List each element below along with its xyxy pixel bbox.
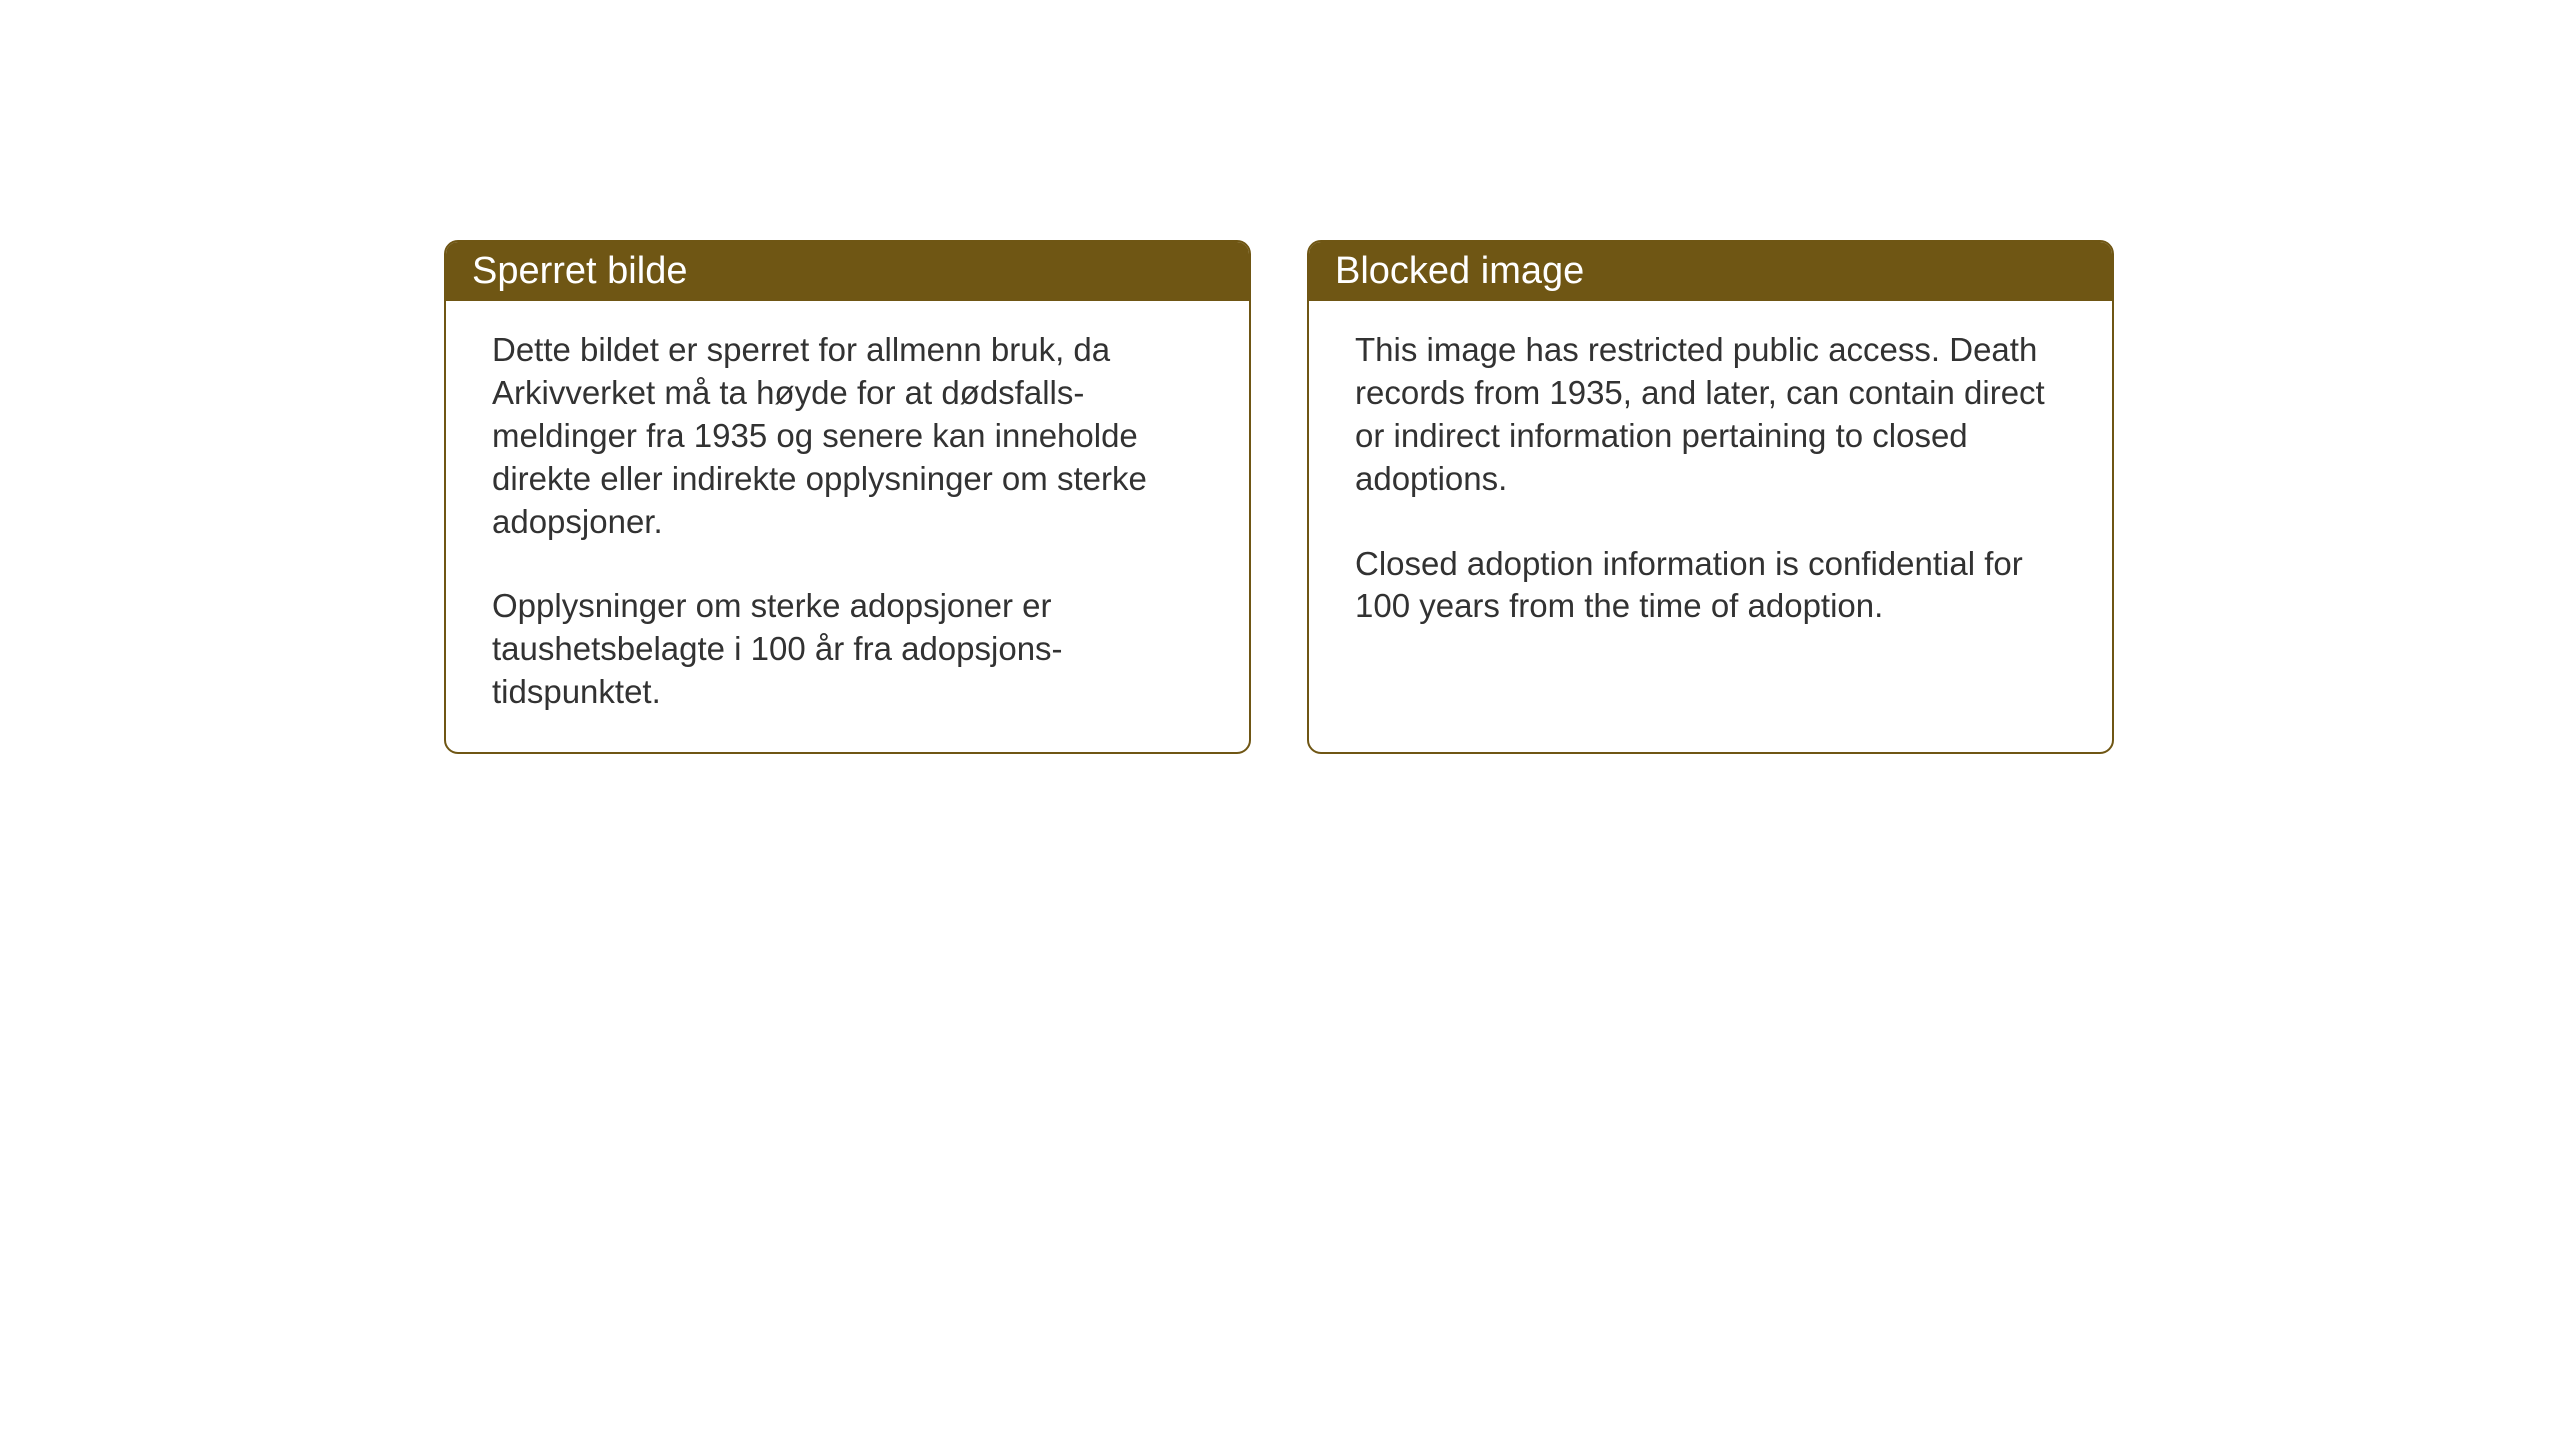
notice-paragraph-1-norwegian: Dette bildet er sperret for allmenn bruk… [492, 329, 1203, 543]
notice-container: Sperret bilde Dette bildet er sperret fo… [444, 240, 2114, 754]
notice-header-english: Blocked image [1309, 242, 2112, 301]
notice-box-norwegian: Sperret bilde Dette bildet er sperret fo… [444, 240, 1251, 754]
notice-paragraph-2-norwegian: Opplysninger om sterke adopsjoner er tau… [492, 585, 1203, 714]
notice-box-english: Blocked image This image has restricted … [1307, 240, 2114, 754]
notice-body-norwegian: Dette bildet er sperret for allmenn bruk… [446, 301, 1249, 752]
notice-body-english: This image has restricted public access.… [1309, 301, 2112, 741]
notice-header-norwegian: Sperret bilde [446, 242, 1249, 301]
notice-paragraph-2-english: Closed adoption information is confident… [1355, 543, 2066, 629]
notice-paragraph-1-english: This image has restricted public access.… [1355, 329, 2066, 501]
